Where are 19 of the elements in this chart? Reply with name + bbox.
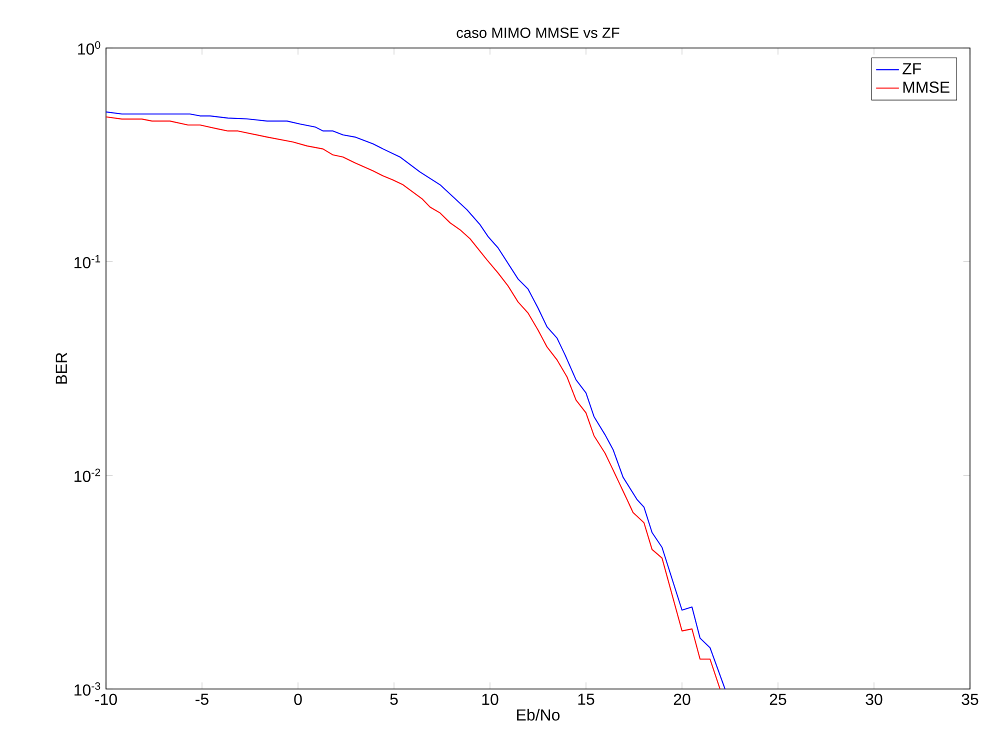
- x-tick-label: 35: [962, 694, 978, 706]
- x-tick-label: 10: [482, 694, 498, 706]
- x-axis-title: Eb/No: [517, 708, 560, 721]
- x-tick-label: 25: [770, 694, 786, 706]
- y-tick-label: 10$^{0}$: [78, 41, 100, 55]
- y-tick-label: 10$^{-2}$: [74, 468, 100, 482]
- chart-title: caso MIMO MMSE vs ZF: [456, 28, 620, 38]
- x-tick-label: -10: [95, 694, 117, 706]
- x-tick-label: 15: [578, 694, 594, 705]
- x-tick-label: -5: [196, 694, 208, 705]
- x-tick-label: 0: [294, 694, 302, 706]
- x-tick-label: 5: [390, 694, 398, 705]
- y-tick-label: 10$^{-1}$: [74, 255, 100, 268]
- y-axis-title: BER: [56, 352, 67, 384]
- legend-label: MMSE: [903, 82, 950, 93]
- x-tick-label: 20: [674, 694, 690, 706]
- y-tick-label: 10$^{-3}$: [74, 682, 100, 696]
- legend-label: ZF: [902, 63, 922, 74]
- x-tick-label: 30: [866, 694, 882, 706]
